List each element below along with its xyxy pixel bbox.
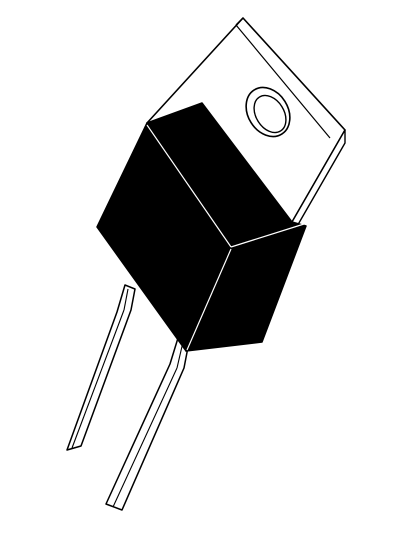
mounting-hole-inner	[253, 94, 287, 134]
tab-inner-edge	[235, 24, 331, 139]
mounting-tab	[146, 17, 346, 236]
lead-right	[105, 337, 190, 511]
tab-top-edge	[235, 17, 244, 26]
body-edge-highlight-vertical	[186, 248, 232, 351]
package-body	[96, 102, 307, 352]
body-edge-highlight-corner	[230, 223, 305, 248]
lead-left	[66, 284, 136, 451]
lead-left-face	[66, 284, 136, 451]
body-edge-highlight-top	[146, 124, 232, 248]
lead-right-face	[105, 337, 190, 511]
